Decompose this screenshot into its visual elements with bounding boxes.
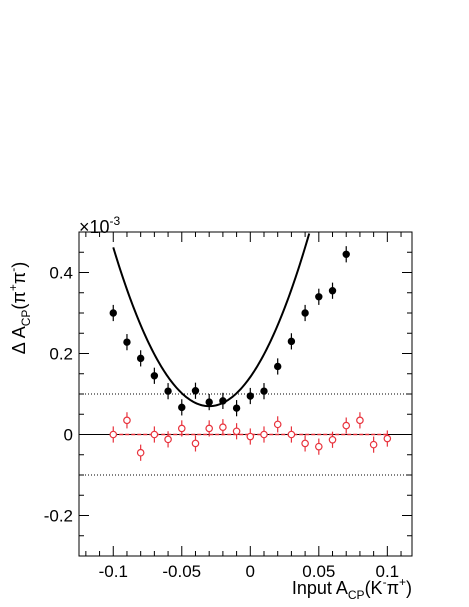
data-point-open (273, 420, 282, 429)
x-tick-label: -0.05 (162, 562, 201, 581)
data-point-open (342, 421, 351, 430)
data-point (178, 403, 186, 412)
x-tick-label: 0.1 (376, 562, 400, 581)
data-point-open (328, 435, 337, 444)
data-point-open (205, 424, 213, 433)
y-tick-label: 0 (64, 426, 73, 445)
data-point (205, 398, 213, 406)
x-tick-label: 0.05 (302, 562, 335, 581)
data-point-open (136, 448, 145, 457)
data-point (260, 387, 268, 395)
data-point-open (219, 423, 227, 432)
data-point-open (150, 430, 159, 439)
plot-area (78, 231, 413, 557)
data-point (274, 362, 282, 371)
data-point (342, 250, 350, 258)
y-tick-label: 0.2 (49, 345, 73, 364)
data-point (150, 372, 159, 380)
data-point (164, 387, 172, 395)
y-tick-label: -0.2 (44, 507, 73, 526)
data-point-open (164, 435, 172, 444)
data-point-open (287, 430, 296, 439)
data-point (219, 397, 227, 405)
data-point (328, 287, 337, 295)
data-point (315, 293, 323, 301)
data-point-open (315, 442, 323, 451)
y-axis-title: Δ ACP(π+π-) (6, 262, 33, 355)
data-point (232, 404, 241, 412)
data-point-open (301, 439, 309, 448)
data-point-open (232, 427, 241, 436)
data-point (301, 309, 309, 317)
x-axis-title: Input ACP(K-π+) (292, 575, 412, 602)
data-point-open (246, 432, 255, 441)
data-point-open (369, 440, 378, 449)
data-point-open (383, 434, 392, 443)
data-point (246, 392, 254, 400)
data-point (136, 354, 145, 363)
data-point (123, 338, 131, 346)
data-point (109, 309, 117, 317)
x-tick-label: -0.1 (99, 562, 128, 581)
plot-frame (78, 231, 413, 557)
y-tick-label: 0.4 (49, 264, 73, 283)
data-point-open (356, 416, 364, 425)
axis-ticks: -0.1 -0.05 0 0.05 0.1 -0.2 0 0.2 0.4 (44, 231, 412, 581)
data-point (191, 387, 200, 395)
data-point-open (191, 439, 200, 448)
data-point (287, 337, 296, 346)
fit-curve (112, 233, 311, 408)
data-point-open (123, 416, 131, 425)
x-tick-label: 0 (246, 562, 255, 581)
data-marks (109, 233, 392, 461)
data-point-open (177, 424, 186, 433)
data-point-open (260, 430, 268, 439)
data-point-open (109, 430, 118, 439)
